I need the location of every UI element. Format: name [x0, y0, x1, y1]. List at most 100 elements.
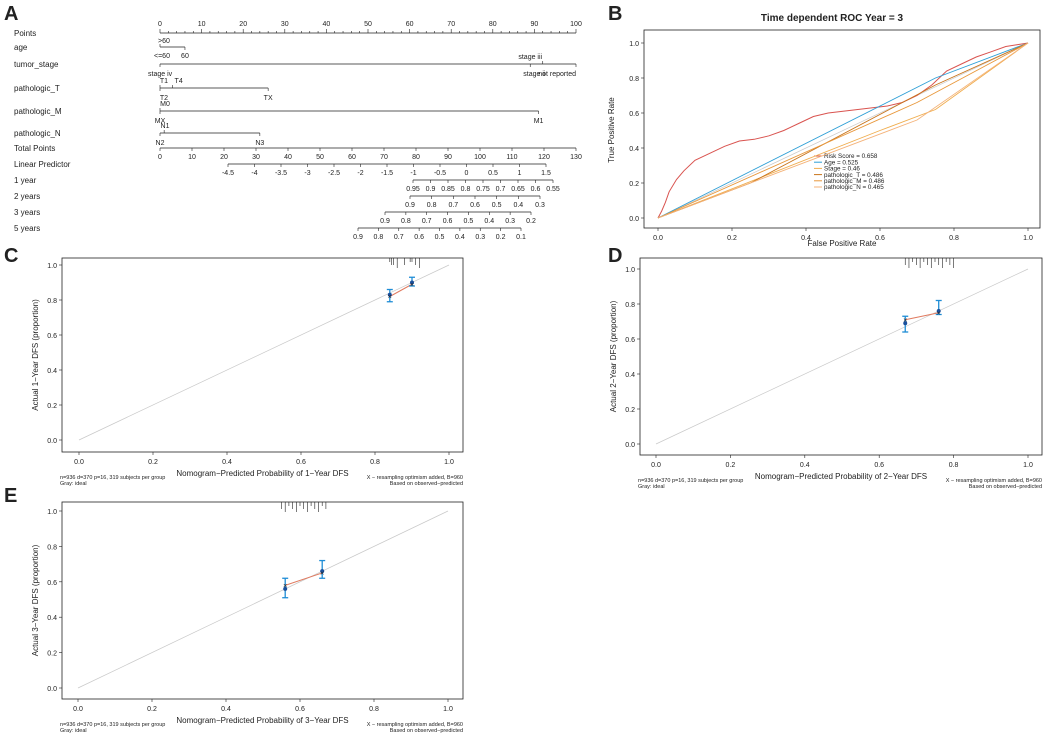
linear-predictor-tick-label: 0 — [465, 170, 469, 177]
total-points-tick-label: 80 — [412, 154, 420, 161]
cal-footnote-left: n=936 d=370 p=16, 319 subjects per group — [60, 722, 165, 728]
roc-y-tick-label: 0.0 — [629, 216, 639, 223]
cal-bias-marker: × — [283, 583, 287, 590]
cal-footnote-left: Gray: ideal — [60, 481, 87, 487]
linear-predictor-tick-label: -4 — [251, 170, 257, 177]
roc-chart: Time dependent ROC Year = 3 False Positi… — [607, 13, 1041, 248]
cal-x-tick-label: 0.0 — [73, 706, 83, 713]
linear-predictor-tick-label: -1.5 — [381, 170, 393, 177]
year5-tick-label: 0.1 — [516, 234, 526, 241]
cal-plot-frame — [61, 501, 464, 700]
total-points-tick-label: 90 — [444, 154, 452, 161]
cal-y-tick-label: 0.0 — [47, 686, 57, 693]
cal-ideal-line — [655, 268, 1029, 445]
cal-point — [320, 569, 325, 574]
points-tick-label: 40 — [323, 21, 331, 28]
pathologic-t-label: T1 — [160, 78, 168, 85]
cal-plot-frame — [61, 257, 464, 453]
year5-tick-label: 0.7 — [394, 234, 404, 241]
tumor-stage-label: stage iv — [148, 71, 173, 78]
year1-tick-label: 0.85 — [441, 186, 455, 193]
total-points-tick-label: 70 — [380, 154, 388, 161]
total-points-tick-label: 40 — [284, 154, 292, 161]
points-tick-label: 60 — [406, 21, 414, 28]
panel-label-b: B — [608, 3, 622, 25]
year1-tick-label: 0.55 — [546, 186, 560, 193]
cal-x-tick-label: 0.6 — [295, 706, 305, 713]
cal-plot-frame — [639, 257, 1043, 456]
age-label: 60 — [181, 53, 189, 60]
calibration-chart-3year: 0.0 0.2 0.4 0.6 0.8 1.0 0.0 0.2 0.4 0.6 0.8 1.0 × × No… — [31, 501, 464, 734]
cal-y-tick-label: 0.6 — [47, 333, 57, 340]
total-points-tick-label: 0 — [158, 154, 162, 161]
year2-tick-label: 0.3 — [535, 202, 545, 209]
cal-y-tick-label: 0.8 — [625, 302, 635, 309]
linear-predictor-tick-label: -3 — [304, 170, 310, 177]
roc-y-tick-label: 0.4 — [629, 146, 639, 153]
panel-label-a: A — [4, 3, 18, 25]
total-points-tick-label: 10 — [188, 154, 196, 161]
year1-tick-label: 0.95 — [406, 186, 420, 193]
cal-bias-marker: × — [410, 282, 414, 289]
points-tick-label: 50 — [364, 21, 372, 28]
cal-y-tick-label: 0.2 — [625, 407, 635, 414]
cal-y-tick-label: 0.0 — [47, 438, 57, 445]
linear-predictor-tick-label: 1 — [518, 170, 522, 177]
total-points-tick-label: 130 — [570, 154, 582, 161]
cal-bias-marker: × — [903, 317, 907, 324]
points-tick-label: 30 — [281, 21, 289, 28]
year1-tick-label: 0.75 — [476, 186, 490, 193]
points-tick-label: 0 — [158, 21, 162, 28]
year1-tick-label: 0.8 — [461, 186, 471, 193]
total-points-tick-label: 20 — [220, 154, 228, 161]
panel-label-c: C — [4, 245, 18, 267]
pathologic-n-label: N3 — [255, 140, 264, 147]
points-tick-label: 20 — [239, 21, 247, 28]
cal-point — [283, 586, 288, 591]
year3-tick-label: 0.9 — [380, 218, 390, 225]
nomogram-row-label-5-years: 5 years — [14, 224, 40, 233]
year5-tick-label: 0.3 — [475, 234, 485, 241]
roc-x-tick-label: 0.6 — [875, 235, 885, 242]
cal-bias-marker: × — [937, 310, 941, 317]
year2-tick-label: 0.6 — [470, 202, 480, 209]
cal-x-tick-label: 0.6 — [296, 459, 306, 466]
tumor-stage-label: stage iii — [518, 54, 542, 61]
year3-tick-label: 0.2 — [526, 218, 536, 225]
cal-ideal-line — [77, 510, 449, 689]
roc-x-tick-label: 0.4 — [801, 235, 811, 242]
cal-ylabel: Actual 3−Year DFS (proportion) — [31, 544, 40, 656]
roc-title: Time dependent ROC Year = 3 — [761, 13, 904, 24]
linear-predictor-tick-label: -2.5 — [328, 170, 340, 177]
nomogram-row-label-tumor-stage: tumor_stage — [14, 60, 59, 69]
year2-tick-label: 0.4 — [513, 202, 523, 209]
roc-y-tick-label: 0.8 — [629, 76, 639, 83]
nomogram-row-label-age: age — [14, 43, 28, 52]
year1-tick-label: 0.6 — [531, 186, 541, 193]
pathologic-m-label: M1 — [534, 118, 544, 125]
roc-x-tick-label: 0.8 — [949, 235, 959, 242]
points-tick-label: 70 — [447, 21, 455, 28]
total-points-tick-label: 50 — [316, 154, 324, 161]
cal-xlabel: Nomogram−Predicted Probability of 3−Year… — [176, 716, 348, 725]
cal-x-tick-label: 0.4 — [800, 462, 810, 469]
cal-x-tick-label: 0.2 — [726, 462, 736, 469]
cal-y-tick-label: 0.2 — [47, 651, 57, 658]
points-tick-label: 90 — [531, 21, 539, 28]
cal-bias-marker: × — [320, 570, 324, 577]
year1-tick-label: 0.9 — [426, 186, 436, 193]
nomogram-row-label-pathologic-m: pathologic_M — [14, 107, 62, 116]
linear-predictor-tick-label: -3.5 — [275, 170, 287, 177]
panel-label-d: D — [608, 245, 622, 267]
cal-apparent-line — [389, 283, 413, 297]
roc-xlabel: False Positive Rate — [808, 239, 877, 248]
cal-footnote-left: n=936 d=370 p=16, 319 subjects per group — [638, 478, 743, 484]
cal-x-tick-label: 0.6 — [874, 462, 884, 469]
cal-x-tick-label: 0.8 — [370, 459, 380, 466]
roc-diagonal — [657, 42, 1029, 219]
cal-x-tick-label: 1.0 — [444, 459, 454, 466]
roc-ylabel: True Positive Rate — [607, 97, 616, 163]
cal-x-tick-label: 0.4 — [221, 706, 231, 713]
cal-apparent-line — [285, 572, 323, 586]
year3-tick-label: 0.3 — [505, 218, 515, 225]
